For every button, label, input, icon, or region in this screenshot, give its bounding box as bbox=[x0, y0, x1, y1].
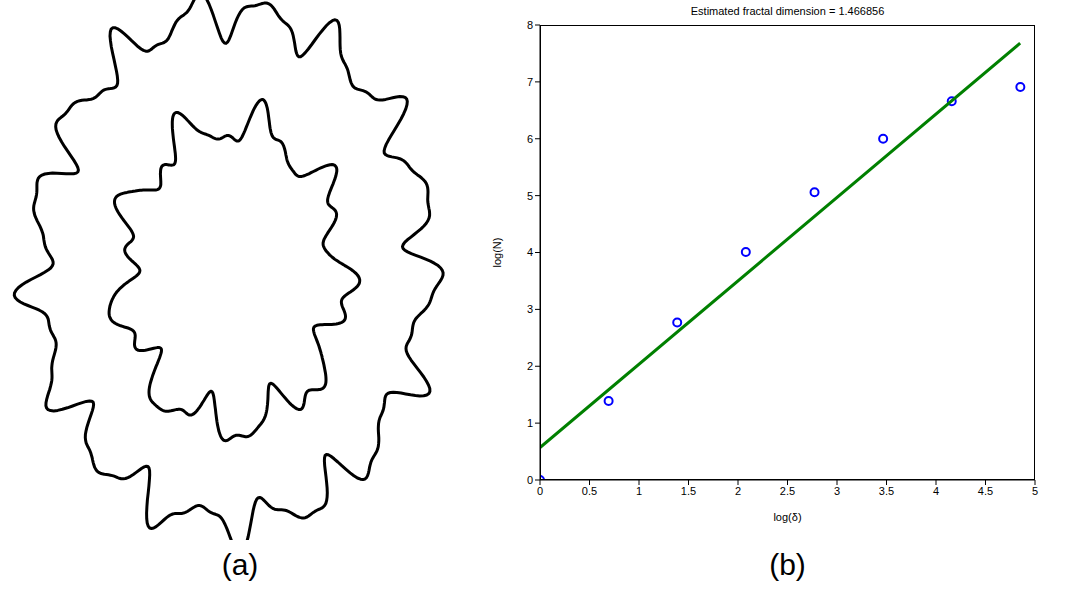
svg-text:1.5: 1.5 bbox=[681, 485, 696, 497]
svg-text:7: 7 bbox=[527, 76, 533, 88]
svg-text:5: 5 bbox=[527, 190, 533, 202]
svg-text:3: 3 bbox=[834, 485, 840, 497]
svg-text:1: 1 bbox=[527, 417, 533, 429]
svg-text:3: 3 bbox=[527, 303, 533, 315]
svg-text:4: 4 bbox=[933, 485, 939, 497]
svg-text:2: 2 bbox=[527, 360, 533, 372]
svg-text:log(N): log(N) bbox=[491, 238, 503, 268]
html-text:(a): (a) bbox=[221, 548, 259, 581]
svg-text:8: 8 bbox=[527, 19, 533, 31]
svg-text:2.5: 2.5 bbox=[780, 485, 795, 497]
svg-text:log(δ): log(δ) bbox=[773, 511, 801, 523]
svg-text:0: 0 bbox=[527, 474, 533, 486]
svg-text:4: 4 bbox=[527, 246, 533, 258]
svg-text:0.5: 0.5 bbox=[582, 485, 597, 497]
svg-text:2: 2 bbox=[735, 485, 741, 497]
html-text:Estimated fractal dimension =: Estimated fractal dimension = 1.466856 bbox=[690, 5, 885, 17]
svg-text:4.5: 4.5 bbox=[978, 485, 993, 497]
svg-text:0: 0 bbox=[537, 485, 543, 497]
svg-text:5: 5 bbox=[1032, 485, 1038, 497]
svg-text:1: 1 bbox=[636, 485, 642, 497]
svg-text:3.5: 3.5 bbox=[879, 485, 894, 497]
html-text:(b): (b) bbox=[769, 548, 806, 581]
svg-text:6: 6 bbox=[527, 133, 533, 145]
